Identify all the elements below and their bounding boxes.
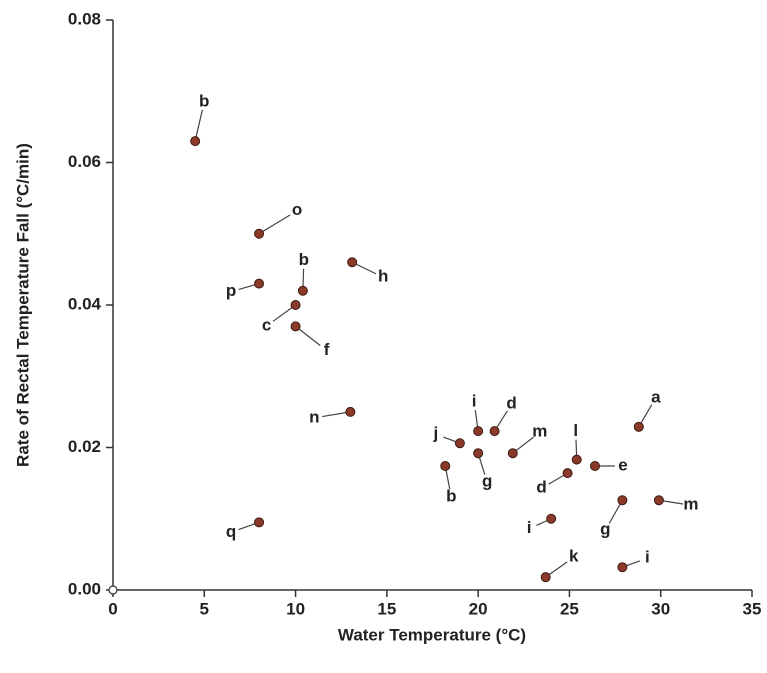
point [617,562,628,573]
point-label: g [482,472,492,491]
x-tick-label: 20 [469,599,488,618]
point-label: i [645,548,650,567]
point [540,572,551,583]
point-label: i [472,392,477,411]
y-tick-label: 0.08 [68,9,101,28]
point [546,513,557,524]
point-label: d [506,394,516,413]
x-tick-label: 35 [743,599,762,618]
x-tick-label: 5 [200,599,209,618]
point [290,321,301,332]
leader-line [258,214,291,235]
point-label: c [262,315,271,334]
point [489,426,500,437]
point [653,495,664,506]
point-label: o [292,200,302,219]
point-label: p [226,281,236,300]
point [347,257,358,268]
point [633,421,644,432]
x-tick-label: 30 [651,599,670,618]
x-tick-label: 25 [560,599,579,618]
y-tick-label: 0.00 [68,579,101,598]
point-label: b [446,487,456,506]
point-label: e [618,456,627,475]
leader-line [295,325,321,346]
point-label: i [527,518,532,537]
point [562,468,573,479]
x-tick-label: 10 [286,599,305,618]
point [507,448,518,459]
point-label: h [378,267,388,286]
y-tick-label: 0.02 [68,437,101,456]
point-label: m [683,495,698,514]
point [617,495,628,506]
point [454,438,465,449]
x-axis-label: Water Temperature (°C) [338,625,526,644]
point-label: j [433,424,439,443]
point [345,406,356,417]
point [254,278,265,289]
point-label: g [600,520,610,539]
y-tick-label: 0.06 [68,152,101,171]
point-label: m [532,422,547,441]
point [297,285,308,296]
origin-marker [108,585,118,595]
leader-line [194,109,203,142]
point [254,228,265,239]
point [589,461,600,472]
point-label: a [651,387,661,406]
point [473,448,484,459]
point-label: b [199,92,209,111]
point-label: n [309,407,319,426]
x-tick-label: 0 [108,599,117,618]
point [290,300,301,310]
point [190,136,201,147]
y-axis-label: Rate of Rectal Temperature Fall (°C/min) [13,143,32,467]
point [254,517,265,528]
y-tick-label: 0.04 [68,294,102,313]
point [473,426,484,437]
x-tick-label: 15 [377,599,396,618]
point-label: q [226,522,236,541]
point [440,461,451,472]
point-label: f [324,340,330,359]
point-label: k [569,547,579,566]
point-label: d [536,478,546,497]
point-label: b [299,250,309,269]
point-label: l [573,421,578,440]
point [571,454,582,465]
